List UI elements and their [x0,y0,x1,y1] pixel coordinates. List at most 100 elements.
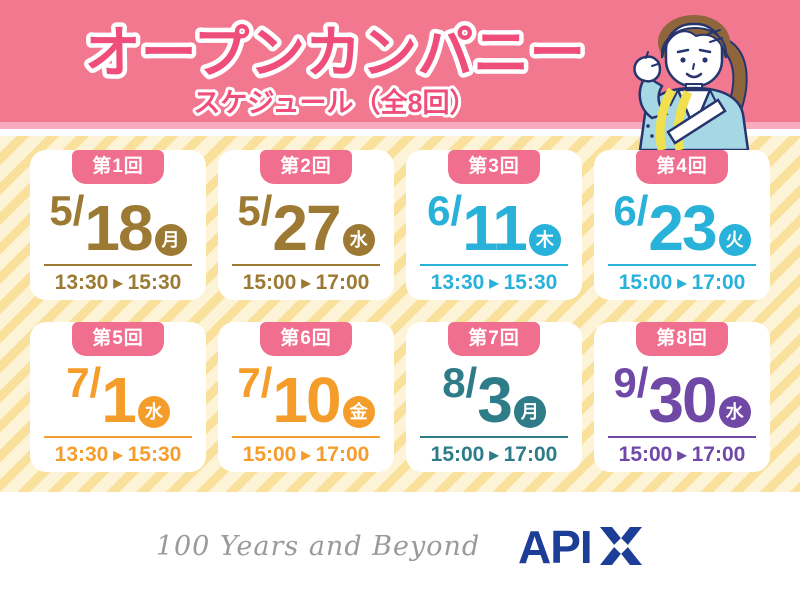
day-label: 27 [272,192,341,265]
time-start: 13:30 [54,271,109,294]
time-arrow-icon: ▶ [489,448,499,462]
time-end: 15:30 [127,443,182,466]
session-time: 13:30 ▶ 15:30 [30,443,206,467]
apix-logo-text: API [518,523,592,569]
weekday-badge: 木 [528,224,561,256]
session-time: 13:30 ▶ 15:30 [406,271,582,295]
day-label: 1 [101,364,137,437]
time-start: 15:00 [242,271,297,294]
weekday-badge: 月 [513,396,546,428]
day-label: 18 [84,192,153,265]
day-label: 11 [462,192,528,265]
schedule-card-4: 第4回 6/ 23 火 15:00 ▶ 17:00 [594,150,770,300]
session-time: 15:00 ▶ 17:00 [218,271,394,295]
date-underline [608,264,756,266]
schedule-card-2: 第2回 5/ 27 水 15:00 ▶ 17:00 [218,150,394,300]
time-start: 15:00 [430,443,485,466]
footer-bar: 100 Years and Beyond API [0,492,800,600]
month-label: 6/ [613,187,649,234]
weekday-badge: 金 [342,396,375,428]
session-date: 9/ 30 水 [594,359,770,437]
time-start: 15:00 [618,271,673,294]
day-label: 10 [272,364,341,437]
day-label: 23 [648,192,717,265]
session-date: 6/ 11 木 [406,187,582,265]
schedule-card-6: 第6回 7/ 10 金 15:00 ▶ 17:00 [218,322,394,472]
session-time: 15:00 ▶ 17:00 [406,443,582,467]
schedule-row-2: 第5回 7/ 1 水 13:30 ▶ 15:30 第6回 7/ 10 金 15: [0,322,800,472]
time-end: 17:00 [691,271,746,294]
time-end: 15:30 [503,271,558,294]
time-arrow-icon: ▶ [301,276,311,290]
session-badge: 第4回 [636,150,728,184]
session-badge: 第3回 [448,150,540,184]
session-time: 13:30 ▶ 15:30 [30,271,206,295]
session-time: 15:00 ▶ 17:00 [594,271,770,295]
weekday-badge: 水 [342,224,375,256]
time-arrow-icon: ▶ [677,276,687,290]
session-badge: 第1回 [72,150,164,184]
schedule-grid: 第1回 5/ 18 月 13:30 ▶ 15:30 第2回 5/ 27 水 15 [0,136,800,492]
time-end: 17:00 [503,443,558,466]
business-woman-illustration [633,15,750,150]
month-label: 6/ [427,187,463,234]
time-end: 15:30 [127,271,182,294]
month-label: 7/ [66,359,102,406]
time-end: 17:00 [315,443,370,466]
month-label: 5/ [49,187,85,234]
date-underline [232,436,380,438]
month-label: 5/ [237,187,273,234]
page-title: オープンカンパニー [85,21,586,84]
time-end: 17:00 [315,271,370,294]
day-label: 3 [477,364,513,437]
month-label: 7/ [237,359,273,406]
date-underline [232,264,380,266]
session-date: 7/ 1 水 [30,359,206,437]
session-time: 15:00 ▶ 17:00 [218,443,394,467]
header-banner: オープンカンパニー スケジュール（全8回） [0,0,800,129]
time-end: 17:00 [691,443,746,466]
day-label: 30 [648,364,717,437]
time-arrow-icon: ▶ [113,276,123,290]
time-start: 15:00 [242,443,297,466]
apix-logo: API [518,523,643,569]
time-start: 13:30 [430,271,485,294]
time-arrow-icon: ▶ [677,448,687,462]
month-label: 9/ [613,359,649,406]
session-date: 6/ 23 火 [594,187,770,265]
month-label: 8/ [442,359,478,406]
date-underline [420,264,568,266]
time-arrow-icon: ▶ [301,448,311,462]
time-arrow-icon: ▶ [489,276,499,290]
time-start: 15:00 [618,443,673,466]
date-underline [420,436,568,438]
header-title-group: オープンカンパニー スケジュール（全8回） [80,17,590,122]
session-date: 7/ 10 金 [218,359,394,437]
schedule-card-7: 第7回 8/ 3 月 15:00 ▶ 17:00 [406,322,582,472]
time-arrow-icon: ▶ [113,448,123,462]
schedule-card-3: 第3回 6/ 11 木 13:30 ▶ 15:30 [406,150,582,300]
session-badge: 第8回 [636,322,728,356]
schedule-card-5: 第5回 7/ 1 水 13:30 ▶ 15:30 [30,322,206,472]
session-date: 5/ 27 水 [218,187,394,265]
time-start: 13:30 [54,443,109,466]
session-date: 5/ 18 月 [30,187,206,265]
page-subtitle: スケジュール（全8回） [193,87,476,118]
weekday-badge: 水 [718,396,751,428]
weekday-badge: 水 [137,396,170,428]
date-underline [608,436,756,438]
apix-logo-x-mark [600,527,643,565]
weekday-badge: 火 [718,224,751,256]
tagline-text: 100 Years and Beyond [155,530,481,562]
date-underline [44,264,192,266]
weekday-badge: 月 [154,224,187,256]
schedule-card-1: 第1回 5/ 18 月 13:30 ▶ 15:30 [30,150,206,300]
session-badge: 第6回 [260,322,352,356]
session-badge: 第7回 [448,322,540,356]
schedule-card-8: 第8回 9/ 30 水 15:00 ▶ 17:00 [594,322,770,472]
date-underline [44,436,192,438]
schedule-row-1: 第1回 5/ 18 月 13:30 ▶ 15:30 第2回 5/ 27 水 15 [0,150,800,300]
session-date: 8/ 3 月 [406,359,582,437]
session-time: 15:00 ▶ 17:00 [594,443,770,467]
session-badge: 第5回 [72,322,164,356]
